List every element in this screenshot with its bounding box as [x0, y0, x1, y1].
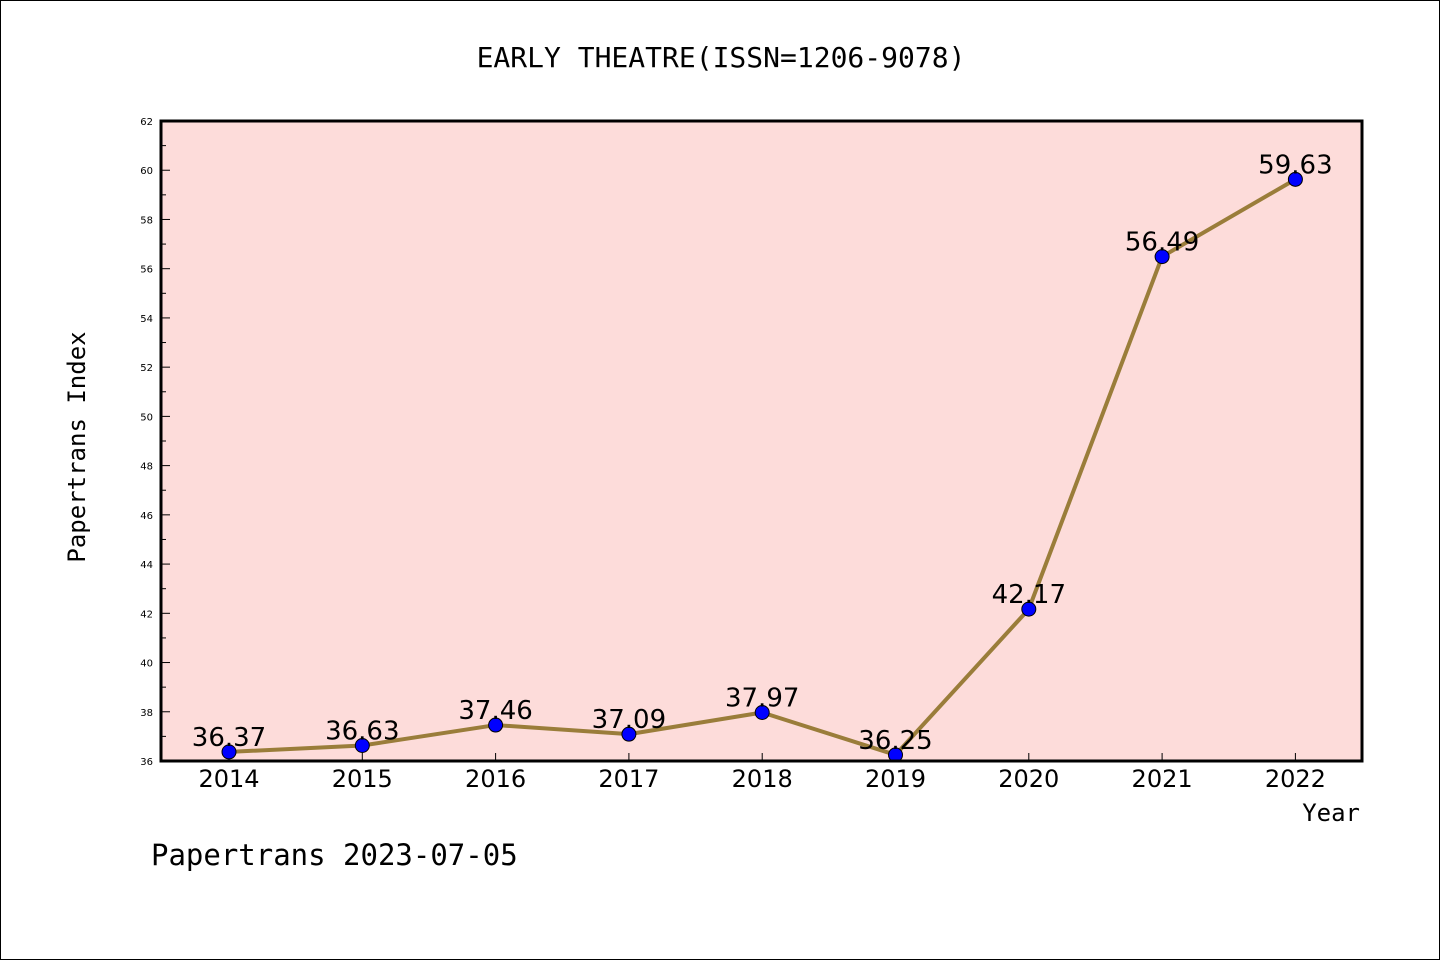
y-tick-label: 42: [140, 609, 153, 620]
data-label: 36.37: [192, 723, 266, 753]
plot-border: [159, 119, 1364, 763]
y-tick-label: 58: [140, 215, 153, 226]
y-axis-label: Papertrans Index: [63, 331, 91, 562]
data-point: [1287, 171, 1303, 187]
data-label: 56.49: [1125, 228, 1199, 258]
data-point: [354, 737, 370, 753]
x-tick-label: 2015: [332, 765, 393, 793]
data-point: [221, 744, 237, 760]
chart-title: EARLY THEATRE(ISSN=1206-9078): [477, 41, 966, 74]
data-point: [1021, 601, 1037, 617]
x-tick-label: 2021: [1132, 765, 1193, 793]
data-point: [1154, 249, 1170, 265]
data-label: 36.63: [325, 716, 399, 746]
y-axis: 36 38 40 42 44 46 48 50 52 54 56 58 60 62: [140, 117, 170, 768]
data-label: 36.25: [858, 726, 932, 756]
data-point: [488, 717, 504, 733]
y-tick-label: 52: [140, 363, 153, 374]
data-point: [621, 726, 637, 742]
x-tick-label: 2018: [732, 765, 793, 793]
plot-area: [161, 121, 1362, 761]
footer-text: Papertrans 2023-07-05: [151, 838, 518, 872]
data-point: [754, 705, 770, 721]
y-tick-label: 38: [140, 708, 153, 719]
data-label: 42.17: [992, 580, 1066, 610]
data-label: 59.63: [1258, 150, 1332, 180]
y-tick-label: 36: [140, 757, 153, 768]
y-tick-label: 46: [140, 511, 153, 522]
y-tick-label: 60: [140, 166, 153, 177]
y-tick-label: 48: [140, 462, 153, 473]
x-tick-label: 2020: [998, 765, 1059, 793]
data-label: 37.09: [592, 705, 666, 735]
y-tick-label: 56: [140, 265, 153, 276]
x-axis-label: Year: [1302, 799, 1360, 827]
data-label: 37.46: [458, 696, 532, 726]
y-tick-label: 50: [140, 412, 153, 423]
y-tick-label: 62: [140, 117, 153, 128]
x-axis: 2014 2015 2016 2017 2018 2019 2020 2021 2022: [198, 753, 1326, 793]
x-tick-label: 2022: [1265, 765, 1326, 793]
data-label: 37.97: [725, 684, 799, 714]
y-tick-label: 54: [140, 314, 153, 325]
x-tick-label: 2014: [198, 765, 259, 793]
x-tick-label: 2017: [598, 765, 659, 793]
x-tick-label: 2016: [465, 765, 526, 793]
x-tick-label: 2019: [865, 765, 926, 793]
y-tick-label: 40: [140, 659, 153, 670]
y-tick-label: 44: [140, 560, 153, 571]
series-group: 36.37 36.63 37.46 37.09 37.97 36.25 42.17 56.49…: [192, 150, 1333, 763]
